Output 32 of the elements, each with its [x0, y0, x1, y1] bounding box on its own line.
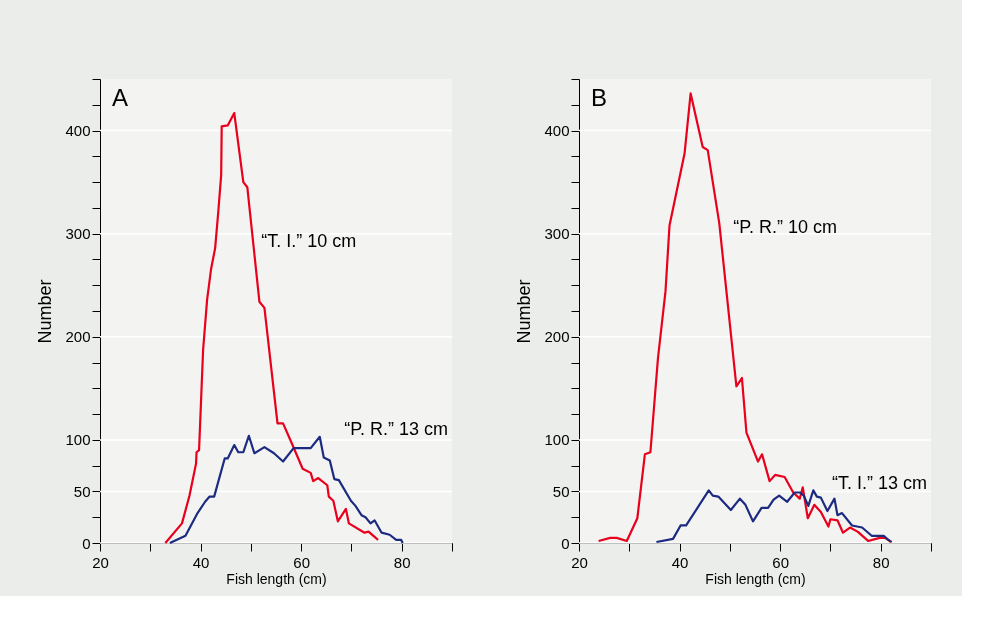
chart-title: A: [112, 84, 129, 111]
chart-title: B: [591, 84, 608, 111]
y-tick-label: 300: [544, 225, 570, 243]
y-axis-title: Number: [514, 279, 535, 344]
y-tick-label: 100: [65, 431, 91, 449]
y-tick-label: 300: [65, 225, 91, 243]
x-tick-label: 60: [293, 553, 310, 571]
y-tick-label: 200: [65, 328, 91, 346]
y-tick-label: 50: [73, 482, 91, 500]
x-tick-label: 20: [571, 553, 588, 571]
x-axis-title: Fish length (cm): [705, 570, 806, 587]
y-tick-label: 400: [544, 122, 570, 140]
y-tick-label: 400: [65, 122, 91, 140]
series-label: “P. R.” 13 cm: [344, 418, 448, 439]
y-tick-label: 0: [82, 534, 91, 552]
x-axis-title: Fish length (cm): [226, 570, 327, 587]
x-tick-label: 40: [671, 553, 689, 571]
y-tick-label: 0: [561, 534, 570, 552]
x-tick-label: 80: [393, 553, 411, 571]
y-tick-label: 200: [544, 328, 570, 346]
series-label: “T. I.” 13 cm: [831, 473, 927, 494]
x-tick-label: 40: [192, 553, 210, 571]
series-label: “P. R.” 10 cm: [733, 217, 837, 238]
series-label: “T. I.” 10 cm: [261, 231, 357, 252]
line-series: [655, 489, 892, 544]
line-series: [168, 434, 404, 545]
y-tick-label: 50: [552, 482, 570, 500]
x-tick-label: 60: [772, 553, 789, 571]
x-tick-label: 80: [872, 553, 890, 571]
x-tick-label: 20: [92, 553, 109, 571]
y-axis-title: Number: [35, 279, 56, 344]
y-tick-label: 100: [544, 431, 570, 449]
